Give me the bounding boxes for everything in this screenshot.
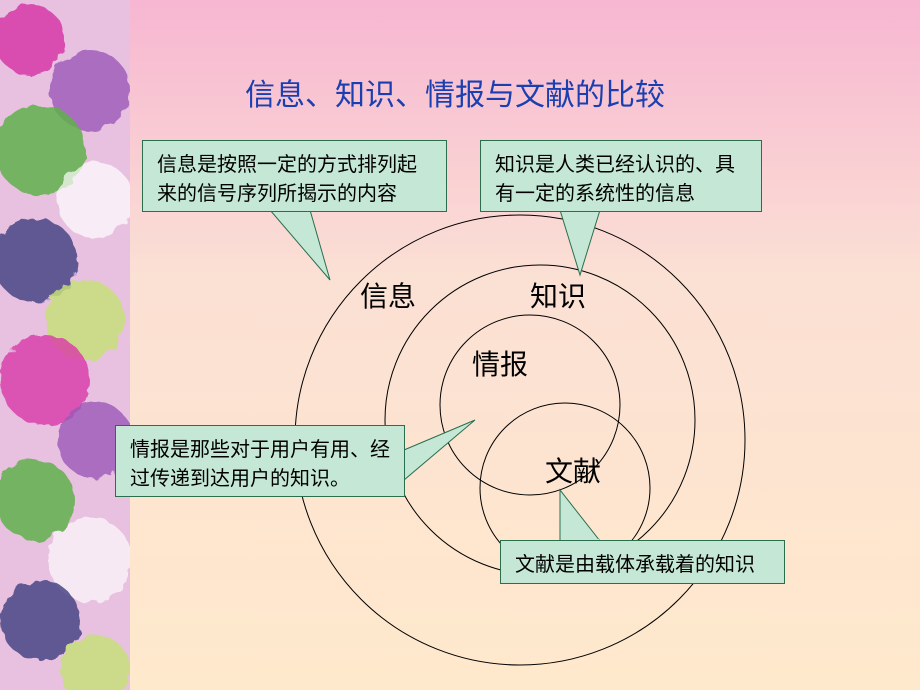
label-info: 信息 xyxy=(360,275,416,315)
callout-doc: 文献是由载体承载着的知识 xyxy=(500,540,785,584)
sidebar-texture xyxy=(0,0,130,690)
callout-doc-text: 文献是由载体承载着的知识 xyxy=(515,554,755,576)
callout-tail-know xyxy=(560,210,600,275)
callout-intel: 情报是那些对于用户有用、经过传递到达用户的知识。 xyxy=(115,425,405,497)
slide: 信息、知识、情报与文献的比较 信息 知识 情报 文献 信息是按照一定的方式排列起… xyxy=(0,0,920,690)
callout-tail-info xyxy=(270,210,330,280)
callout-knowledge: 知识是人类已经认识的、具有一定的系统性的信息 xyxy=(480,140,762,212)
label-knowledge: 知识 xyxy=(530,275,586,315)
callout-intel-text: 情报是那些对于用户有用、经过传递到达用户的知识。 xyxy=(130,439,390,490)
callout-info: 信息是按照一定的方式排列起来的信号序列所揭示的内容 xyxy=(142,140,447,212)
callout-knowledge-text: 知识是人类已经认识的、具有一定的系统性的信息 xyxy=(495,154,735,205)
callout-tail-doc xyxy=(560,490,600,541)
callout-tail-intel xyxy=(404,420,475,480)
callout-info-text: 信息是按照一定的方式排列起来的信号序列所揭示的内容 xyxy=(157,154,417,205)
label-intel: 情报 xyxy=(472,343,528,383)
label-doc: 文献 xyxy=(545,450,601,490)
page-title: 信息、知识、情报与文献的比较 xyxy=(245,70,665,114)
